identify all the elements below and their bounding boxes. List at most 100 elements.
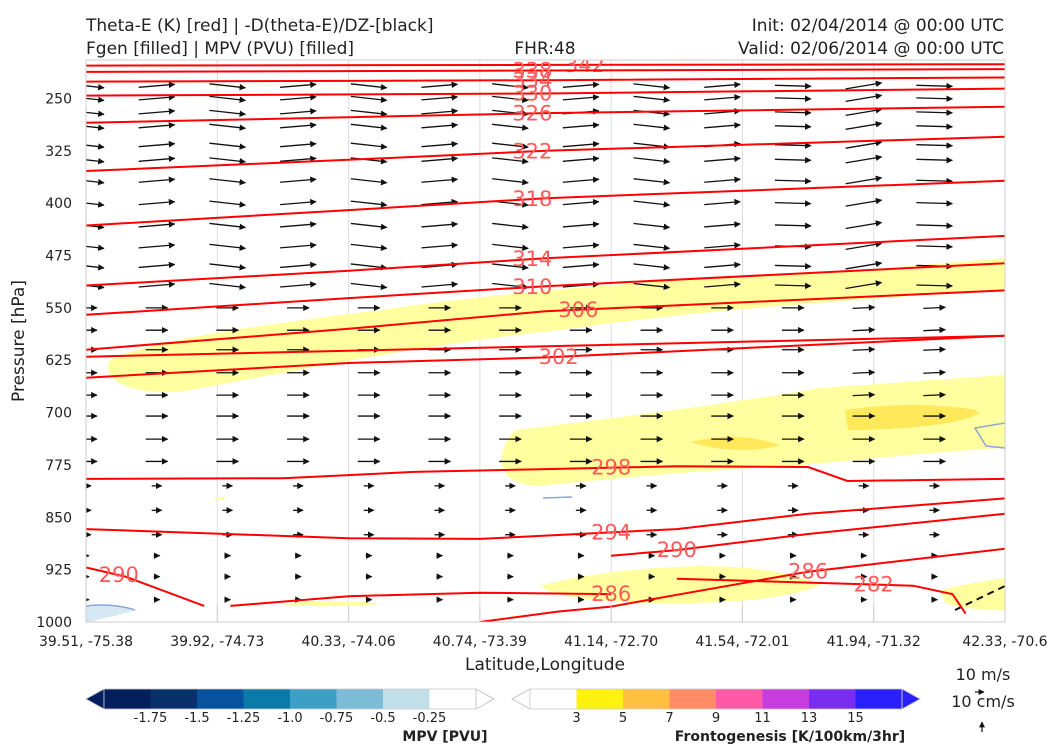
wind-vector (86, 264, 105, 271)
wind-vector (421, 155, 459, 163)
wind-vector (774, 200, 812, 207)
wind-vector (138, 81, 176, 89)
colorbar-tick-label: -0.75 (320, 711, 354, 726)
wind-vector (633, 222, 671, 231)
theta-e-label: 314 (512, 247, 552, 271)
colorbar-swatch (530, 689, 577, 709)
ref-vector-horizontal-label: 10 m/s (956, 665, 1011, 684)
wind-vector (138, 261, 176, 269)
wind-vector (86, 143, 105, 150)
wind-vector (138, 122, 176, 129)
wind-vector (704, 176, 741, 184)
wind-vector (280, 155, 317, 163)
wind-vector (845, 121, 883, 130)
wind-vector (562, 261, 600, 269)
y-axis-label: Pressure [hPa] (9, 280, 29, 402)
colorbar-cap-right (901, 688, 921, 710)
y-tick-label: 700 (45, 406, 72, 422)
mpv-contour-bottom-left (86, 604, 136, 611)
theta-e-label: 310 (512, 275, 552, 299)
frontogenesis-colorbar-title: Frontogenesis [K/100km/3hr] (675, 729, 905, 745)
wind-vector (86, 283, 105, 291)
wind-vector (562, 176, 600, 184)
x-tick-label: 40.74, -73.39 (433, 634, 527, 650)
colorbar-tick-label: 9 (712, 711, 720, 726)
wind-vector (562, 94, 600, 101)
wind-vector (138, 140, 176, 148)
wind-vector (492, 95, 529, 103)
colorbar-swatch (243, 689, 291, 709)
colorbar-cap-left (511, 688, 531, 710)
mpv-fill-bottom-left (86, 605, 135, 622)
wind-vector (916, 282, 953, 290)
theta-e-contour (86, 63, 1005, 67)
wind-vector (421, 242, 459, 249)
theta-e-contour (86, 262, 1005, 316)
title-left-line2: Fgen [filled] | MPV (PVU) [filled] (86, 39, 354, 59)
colorbar-swatch (383, 689, 430, 709)
wind-vector (209, 200, 247, 208)
wind-vector (209, 222, 247, 231)
theta-e-contour (86, 135, 1005, 172)
x-tick-label: 41.14, -72.70 (564, 634, 658, 650)
wind-vector (633, 123, 671, 131)
theta-e-label: 342 (565, 53, 605, 77)
colorbar-tick-label: -1.25 (227, 711, 261, 726)
wind-vector (845, 175, 883, 185)
wind-vector (350, 243, 388, 251)
frontogenesis-colorbar: 3 5 7 9 11 13 15 (511, 688, 921, 726)
wind-vector (845, 220, 883, 230)
theta-e-label: 306 (558, 298, 598, 322)
colorbar-cap-left (85, 688, 105, 710)
wind-vector (562, 242, 600, 249)
wind-vector (421, 81, 459, 89)
wind-vector (774, 156, 812, 164)
wind-vector (633, 243, 671, 251)
wind-vector (562, 221, 600, 228)
wind-vector (916, 222, 953, 230)
theta-e-contour (230, 591, 612, 607)
y-tick-label: 625 (45, 353, 72, 369)
wind-vector (633, 157, 671, 165)
colorbar-tick-label: 13 (801, 711, 818, 726)
wind-vector (350, 200, 388, 208)
wind-vector (421, 281, 459, 288)
fgen-sliver-left (280, 601, 380, 607)
theta-e-contour (86, 76, 1005, 83)
wind-vector (704, 122, 741, 129)
y-tick-label: 400 (45, 196, 72, 212)
x-tick-label: 41.54, -72.01 (695, 634, 789, 650)
fgen-core-middle (690, 436, 780, 450)
wind-vector (916, 177, 953, 185)
wind-vector (562, 140, 600, 148)
theta-e-label: 294 (591, 520, 631, 544)
wind-vector (704, 198, 741, 206)
wind-vector (138, 221, 176, 228)
wind-vector (923, 391, 946, 399)
colorbar-swatch (623, 689, 670, 709)
theta-e-contour (86, 465, 1005, 483)
wind-vector (923, 326, 946, 334)
fgen-core-right (845, 405, 980, 430)
wind-vector (86, 178, 105, 186)
theta-e-contour (86, 87, 1005, 97)
wind-vector (209, 243, 247, 251)
theta-e-label: 326 (512, 101, 552, 125)
y-tick-label: 325 (45, 144, 72, 160)
theta-e-contour (86, 68, 1005, 73)
wind-vector (138, 176, 176, 184)
colorbar-swatch (429, 689, 477, 709)
wind-vector (280, 198, 317, 206)
wind-vector (209, 178, 247, 186)
wind-vector (350, 178, 388, 186)
colorbar-frame (103, 688, 477, 710)
wind-vector (350, 95, 388, 103)
wind-vector (633, 263, 671, 271)
theta-e-contour (611, 512, 1005, 557)
wind-vector (562, 198, 600, 206)
wind-vector (209, 83, 247, 91)
fgen-low-right (940, 578, 1005, 610)
wind-vector (421, 221, 459, 228)
wind-vector (562, 81, 600, 89)
